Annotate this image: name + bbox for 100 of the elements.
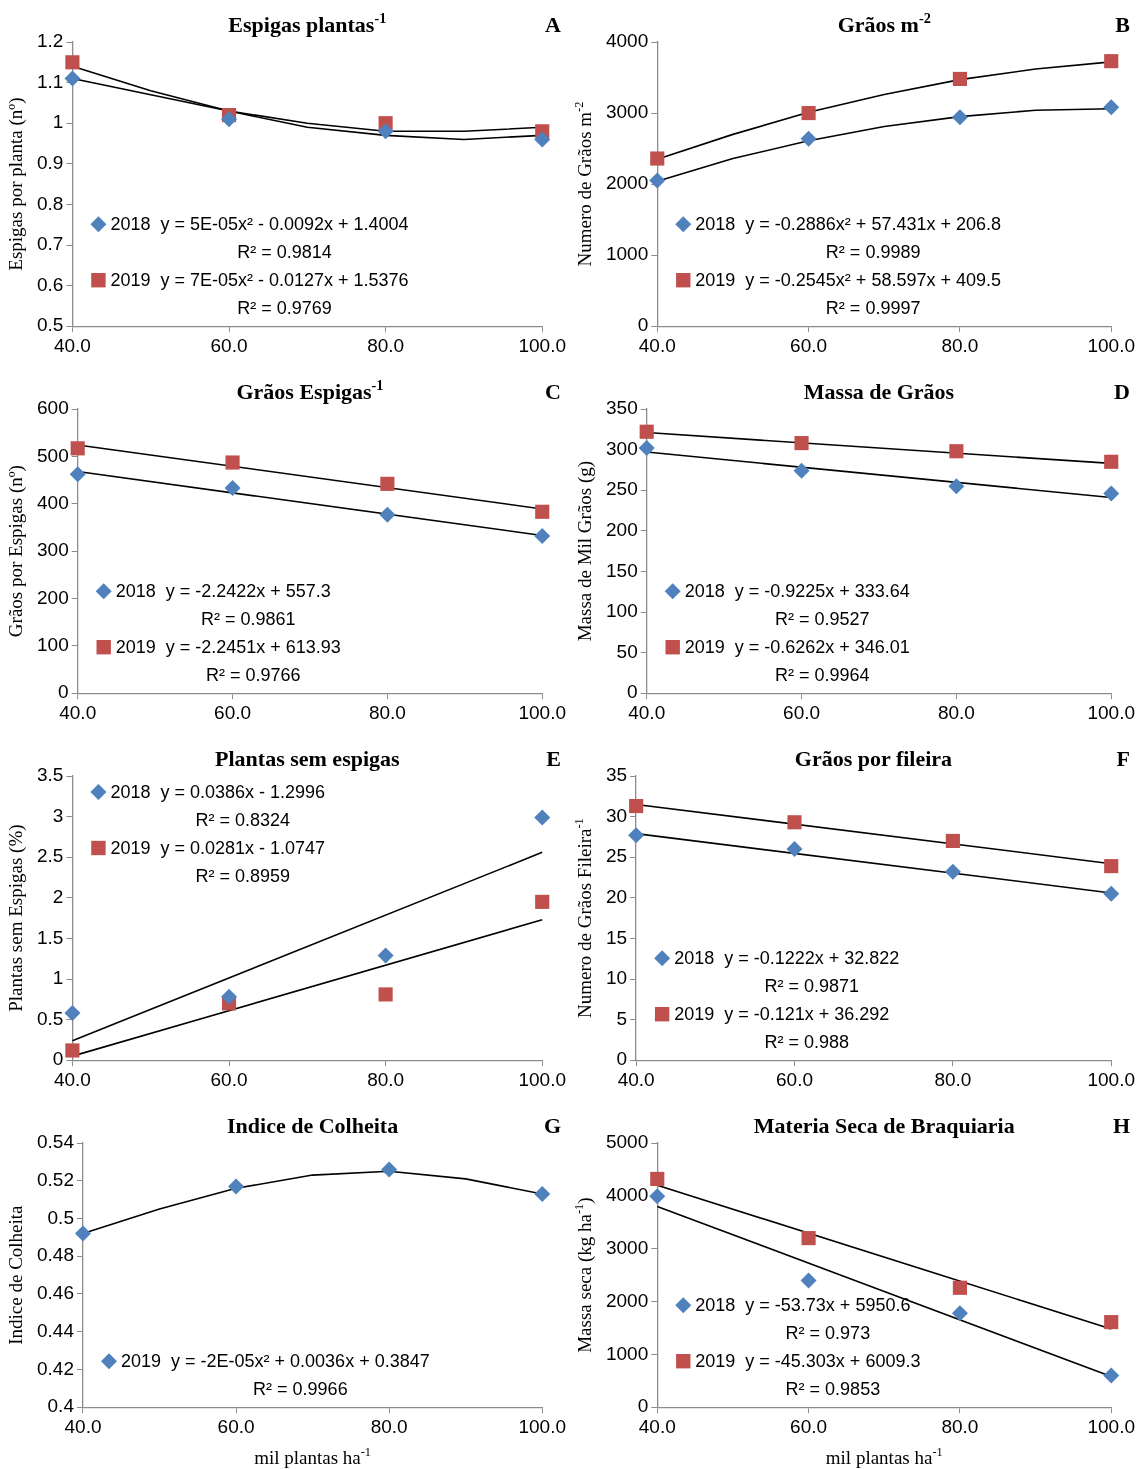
point	[535, 504, 550, 519]
annotation: R² = 0.8324	[195, 810, 291, 830]
x-tick-label: 80.0	[368, 701, 406, 723]
x-tick-label: 40.0	[638, 1415, 676, 1437]
x-tick-label: 80.0	[941, 1415, 979, 1437]
text: C	[545, 379, 561, 404]
text: G	[543, 1113, 562, 1138]
point	[221, 111, 238, 128]
y-tick-label: 500	[37, 444, 69, 466]
y-tick-label: 0.5	[36, 1007, 64, 1029]
y-tick-label: 3.5	[36, 764, 64, 786]
point	[65, 55, 80, 70]
y-tick-label: 5	[616, 1007, 628, 1029]
chart-title: Grãos por fileira	[794, 746, 953, 771]
point	[629, 798, 644, 814]
x-tick-label: 60.0	[214, 701, 252, 723]
point	[794, 436, 809, 451]
point	[800, 130, 817, 147]
point	[378, 987, 393, 1002]
point	[951, 1305, 968, 1322]
annotation: y = 7E-05x² - 0.0127x + 1.5376	[160, 270, 409, 291]
chart-title: Massa de Grãos	[803, 379, 955, 404]
x-tick-label: 80.0	[934, 1068, 972, 1090]
point	[381, 1161, 398, 1178]
annotation: R² = 0.9527	[775, 609, 870, 630]
x-tick-label: 40.0	[628, 701, 666, 723]
legend-label: 2019	[120, 1351, 162, 1372]
point	[1103, 485, 1120, 502]
y-tick-label: 0	[637, 314, 649, 336]
y-tick-label: 3	[52, 804, 64, 826]
y-tick-label: 100	[606, 600, 638, 622]
point	[224, 480, 241, 497]
y-tick-label: 0	[616, 1048, 628, 1070]
chart-title: Plantas sem espigas	[215, 746, 401, 771]
legend-label: 2018	[115, 581, 156, 602]
point	[74, 1225, 91, 1242]
x-tick-label: 40.0	[53, 1068, 91, 1090]
text: B	[1115, 12, 1131, 37]
point	[801, 105, 816, 121]
point	[1104, 1315, 1119, 1330]
annotation: y = -45.303x + 6009.3	[745, 1351, 921, 1372]
point	[64, 70, 81, 87]
y-tick-label: 30	[605, 804, 628, 826]
y-tick-label: 100	[37, 634, 69, 656]
y-tick-label: 0.9	[36, 152, 64, 174]
annotation: y = 5E-05x² - 0.0092x + 1.4004	[160, 214, 409, 235]
x-tick-label: 60.0	[217, 1415, 255, 1437]
y-tick-label: 3000	[605, 101, 649, 123]
y-tick-label: 0	[637, 1395, 649, 1417]
annotation: R² = 0.8959	[195, 866, 291, 886]
point	[534, 527, 551, 544]
y-tick-label: 250	[606, 478, 638, 500]
legend-label: 2018	[110, 782, 151, 802]
x-tick-label: 40.0	[638, 334, 676, 356]
annotation: y = -2.2451x + 613.93	[165, 637, 341, 658]
point	[786, 841, 803, 858]
y-tick-label: 0	[58, 681, 69, 703]
legend-label: 2019	[110, 838, 151, 858]
annotation: y = -0.121x + 36.292	[724, 1004, 890, 1025]
y-tick-label: 0.4	[47, 1395, 75, 1417]
y-tick-label: 1	[52, 967, 64, 989]
text: D	[1114, 379, 1130, 404]
point	[534, 1185, 551, 1202]
annotation: R² = 0.9989	[825, 242, 921, 263]
x-tick-label: 80.0	[941, 334, 979, 356]
point	[225, 455, 240, 470]
annotation: R² = 0.9871	[764, 976, 860, 997]
x-tick-label: 100.0	[1087, 701, 1135, 723]
point	[535, 894, 550, 909]
y-tick-label: 1000	[605, 243, 649, 265]
y-tick-label: 200	[37, 586, 69, 608]
annotation: y = -0.2886x² + 57.431x + 206.8	[745, 214, 1001, 235]
point	[944, 863, 961, 880]
annotation: y = -0.1222x + 32.822	[724, 948, 900, 969]
x-tick-label: 60.0	[783, 701, 821, 723]
annotation: y = -2.2422x + 557.3	[165, 581, 331, 602]
point	[951, 109, 968, 126]
legend-label: 2019	[674, 1004, 715, 1025]
y-tick-label: 4000	[605, 30, 649, 52]
legend-label: 2018	[110, 214, 151, 235]
y-axis-title: Massa seca (kg ha-1)	[572, 1197, 596, 1353]
y-axis-title: Grãos por Espigas (nº)	[5, 465, 27, 638]
y-tick-label: 1000	[605, 1342, 649, 1364]
point	[1103, 1367, 1120, 1384]
x-tick-label: 100.0	[518, 701, 566, 723]
text: H	[1112, 1113, 1131, 1138]
annotation: y = -0.6262x + 346.01	[734, 637, 910, 658]
point	[64, 1005, 81, 1022]
annotation: y = -2E-05x² + 0.0036x + 0.3847	[171, 1351, 430, 1372]
x-tick-label: 40.0	[64, 1415, 102, 1437]
x-tick-label: 100.0	[518, 1415, 566, 1437]
x-tick-label: 100.0	[1087, 1068, 1135, 1090]
legend-label: 2019	[115, 637, 156, 658]
point	[69, 466, 86, 483]
point	[534, 131, 551, 148]
y-tick-label: 0.42	[37, 1357, 74, 1379]
y-tick-label: 400	[37, 491, 69, 513]
y-axis-title: Plantas sem Espigas (%)	[5, 824, 27, 1012]
point	[228, 1178, 245, 1195]
legend-label: 2019	[684, 637, 725, 658]
